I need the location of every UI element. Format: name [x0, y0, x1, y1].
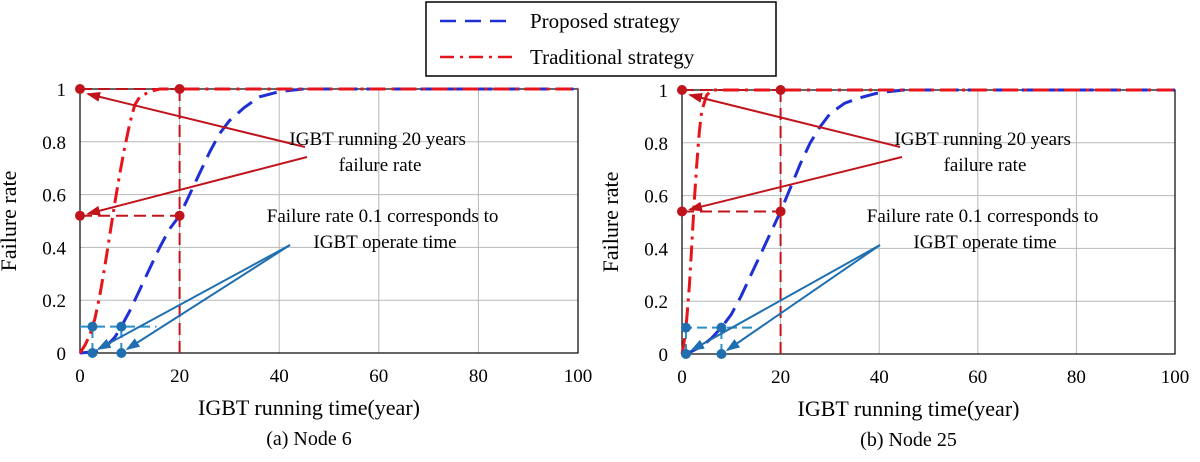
y-tick-label: 0.4 [644, 239, 668, 260]
series-line-traditional [680, 88, 1175, 355]
arrow-to-proposed-20yr [86, 156, 308, 216]
series-lines [680, 88, 1175, 356]
x-tick-label: 40 [870, 367, 889, 388]
marker-20yr-traditional [174, 84, 185, 94]
x-tick-label: 20 [771, 367, 790, 388]
x-tick-label: 80 [1067, 367, 1086, 388]
legend: Proposed strategy Traditional strategy [425, 1, 777, 77]
annotation-failure-0.1-line1: Failure rate 0.1 corresponds to [867, 206, 1099, 227]
y-axis-label: Failure rate [0, 171, 21, 272]
annotation-failure-0.1: Failure rate 0.1 corresponds to IGBT ope… [867, 206, 1103, 253]
y-tick-label: 0.2 [644, 292, 668, 313]
marker-0.1-traditional-x [680, 349, 691, 359]
x-tick-label: 20 [170, 366, 189, 387]
arrow-to-proposed-0.1 [725, 244, 881, 352]
series-line-proposed [681, 88, 1175, 356]
marker-0.1-traditional [87, 321, 98, 332]
annotation-failure-0.1-line2: IGBT operate time [313, 232, 456, 253]
y-axis-label: Failure rate [598, 172, 623, 273]
y-tick-label: 0.8 [42, 133, 66, 154]
tick-labels: 0 20 40 60 80 100 0 0.2 0.4 0.6 0.8 1 [42, 80, 592, 387]
y-tick-label: 0.6 [644, 187, 668, 208]
y-tick-label: 0.4 [42, 238, 66, 259]
panel-caption: (a) Node 6 [266, 428, 352, 450]
annotation-failure-0.1: Failure rate 0.1 corresponds to IGBT ope… [267, 206, 503, 253]
arrow-to-proposed-0.1 [125, 244, 291, 351]
y-tick-label: 0.6 [42, 186, 66, 207]
y-tick-label: 0.2 [42, 291, 66, 312]
marker-0.1-proposed [116, 321, 127, 332]
x-tick-label: 80 [469, 366, 488, 387]
marker-20yr-proposed [174, 210, 185, 221]
panel-caption: (b) Node 25 [860, 429, 957, 451]
legend-label-proposed: Proposed strategy [530, 9, 680, 33]
arrow-to-traditional-0.1 [690, 244, 881, 351]
arrow-to-proposed-20yr [688, 156, 903, 212]
marker-20yr-traditional-y [677, 85, 687, 95]
marker-0.1-traditional-x [87, 348, 98, 358]
y-tick-label: 0.8 [644, 134, 668, 155]
x-axis-label: IGBT running time(year) [798, 396, 1020, 421]
annotation-20-years-line2: failure rate [944, 155, 1027, 176]
marker-0.1-traditional [680, 322, 691, 333]
marker-0.1-proposed-x [716, 349, 727, 359]
series-line-traditional [78, 87, 578, 354]
marker-0.1-proposed-x [116, 348, 127, 358]
annotation-failure-0.1-line2: IGBT operate time [913, 232, 1056, 253]
x-tick-label: 0 [677, 367, 687, 388]
y-tick-label: 1 [659, 81, 669, 102]
x-tick-label: 40 [270, 366, 289, 387]
y-tick-label: 0 [57, 344, 67, 365]
annotation-20-years-line1: IGBT running 20 years [894, 129, 1070, 150]
annotation-arrows [86, 91, 308, 351]
y-tick-label: 0 [659, 345, 669, 366]
marker-20yr-traditional [775, 85, 786, 95]
x-tick-label: 100 [1161, 367, 1190, 388]
point-markers [75, 84, 185, 358]
annotation-20-years: IGBT running 20 years failure rate [289, 129, 470, 176]
x-tick-label: 60 [968, 367, 987, 388]
annotation-failure-0.1-line1: Failure rate 0.1 corresponds to [267, 206, 499, 227]
y-tick-label: 1 [57, 80, 67, 101]
chart-panel-node-6: 0 20 40 60 80 100 0 0.2 0.4 0.6 0.8 1 Failure rate … [0, 80, 592, 450]
annotation-arrows [688, 93, 903, 352]
legend-label-traditional: Traditional strategy [530, 45, 695, 69]
marker-20yr-traditional-y [75, 84, 85, 94]
annotation-20-years-line1: IGBT running 20 years [289, 129, 465, 150]
marker-20yr-proposed-y [75, 210, 85, 221]
marker-20yr-proposed-y [677, 206, 687, 217]
arrow-to-traditional-20yr [688, 93, 901, 148]
tick-labels: 0 20 40 60 80 100 0 0.2 0.4 0.6 0.8 1 [644, 81, 1189, 388]
x-tick-label: 60 [369, 366, 388, 387]
chart-panel-node-25: 0 20 40 60 80 100 0 0.2 0.4 0.6 0.8 1 Failure rate … [598, 81, 1189, 451]
x-tick-label: 100 [564, 366, 593, 387]
marker-0.1-proposed [716, 322, 727, 333]
arrow-to-traditional-0.1 [96, 244, 291, 350]
arrow-to-traditional-20yr [86, 91, 306, 148]
annotation-20-years: IGBT running 20 years failure rate [894, 129, 1075, 176]
marker-20yr-proposed [775, 206, 786, 217]
legend-box [425, 1, 777, 77]
x-tick-label: 0 [75, 366, 85, 387]
point-markers [677, 85, 786, 359]
x-axis-label: IGBT running time(year) [198, 395, 420, 420]
annotation-20-years-line2: failure rate [339, 155, 422, 176]
